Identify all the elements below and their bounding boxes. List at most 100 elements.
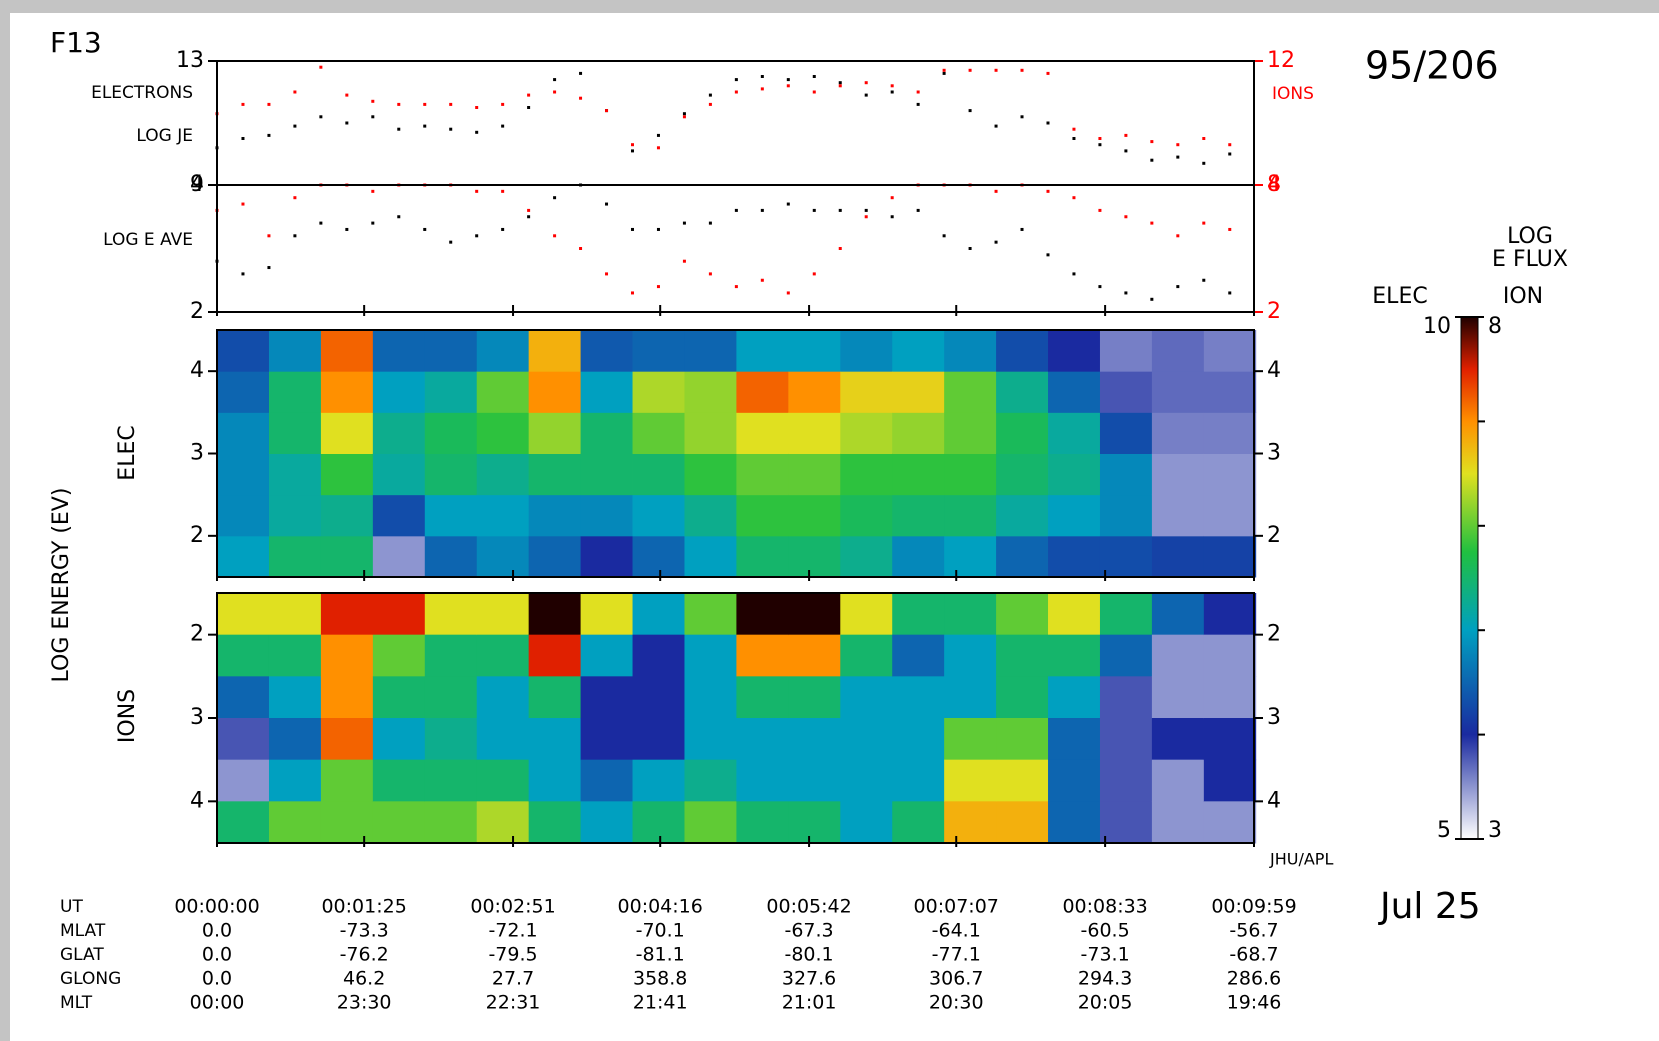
heatmap-cell [892, 718, 945, 761]
data-point [423, 124, 427, 128]
heatmap-cell [684, 535, 737, 578]
heatmap-cell [840, 801, 893, 844]
heatmap-cell [632, 759, 685, 802]
data-point [812, 90, 816, 94]
heatmap-cell [1151, 412, 1205, 454]
ephemeris-value: 0.0 [202, 968, 232, 990]
heatmap-cell [944, 412, 997, 454]
heatmap-cell [1203, 371, 1257, 413]
heatmap-cell [1099, 593, 1153, 636]
heatmap-cell [217, 593, 270, 636]
heatmap-cell [372, 453, 426, 496]
heatmap-cell [268, 759, 322, 802]
data-point [916, 90, 920, 94]
panel-frame [216, 592, 1255, 844]
ephemeris-value: 21:41 [633, 992, 688, 1014]
data-point [579, 71, 583, 75]
heatmap-cell [892, 676, 945, 719]
heatmap-cell [892, 593, 945, 636]
heatmap-cell [424, 676, 478, 719]
heatmap-cell [944, 676, 997, 719]
heatmap-cell [268, 593, 322, 636]
tick-label: 3 [1267, 705, 1281, 730]
heatmap-cell [268, 634, 322, 677]
heatmap-cell [580, 535, 633, 578]
data-point [1020, 68, 1024, 72]
data-point [786, 78, 790, 82]
heatmap-cell [476, 593, 530, 636]
data-point [1098, 208, 1102, 212]
data-point [734, 208, 738, 212]
ephemeris-row-label: MLAT [60, 921, 106, 941]
data-point [423, 102, 427, 106]
data-point [1124, 215, 1128, 219]
data-point [994, 124, 998, 128]
tick-label: 3 [190, 705, 204, 730]
ephemeris-value: -73.3 [340, 920, 389, 942]
heatmap-cell [840, 371, 893, 413]
data-point [267, 102, 271, 106]
data-point [786, 202, 790, 206]
heatmap-cell [476, 330, 530, 372]
data-point [890, 90, 894, 94]
heatmap-cell [528, 593, 582, 636]
heatmap-cell [580, 371, 633, 413]
heatmap-cell [1151, 801, 1205, 844]
heatmap-cell [1048, 371, 1101, 413]
heatmap-cell [944, 801, 997, 844]
data-point [994, 189, 998, 193]
heatmap-cell [580, 759, 633, 802]
heatmap-cell [736, 330, 789, 372]
ephemeris-value: 286.6 [1227, 968, 1281, 990]
heatmap-cell [840, 718, 893, 761]
data-point [501, 124, 505, 128]
data-point [1124, 149, 1128, 153]
data-point [1176, 285, 1180, 289]
heatmap-cell [736, 759, 789, 802]
heatmap-cell [268, 371, 322, 413]
data-point [942, 234, 946, 238]
data-point [371, 189, 375, 193]
heatmap-cell [1048, 634, 1101, 677]
ephemeris-value: 00:04:16 [618, 896, 703, 918]
heatmap-cell [528, 759, 582, 802]
heatmap-cell [632, 801, 685, 844]
heatmap-cell [528, 634, 582, 677]
heatmap-cell [320, 759, 374, 802]
heatmap-cell [1099, 718, 1153, 761]
heatmap-cell [217, 801, 270, 844]
ephemeris-value: 294.3 [1078, 968, 1132, 990]
heatmap-cell [944, 759, 997, 802]
data-point [890, 84, 894, 88]
data-point [1202, 161, 1206, 165]
heatmap-cell [424, 494, 478, 537]
heatmap-cell [1048, 676, 1101, 719]
heatmap-cell [372, 494, 426, 537]
data-point [838, 81, 842, 85]
data-point [319, 115, 323, 119]
data-point [501, 102, 505, 106]
heatmap-cell [632, 634, 685, 677]
data-point [994, 240, 998, 244]
heatmap-cell [372, 759, 426, 802]
heatmap-cell [424, 801, 478, 844]
heatmap-cell [1099, 371, 1153, 413]
data-point [449, 240, 453, 244]
tick-label: 2 [1267, 299, 1281, 324]
data-point [371, 99, 375, 103]
heatmap-cell [1048, 718, 1101, 761]
data-point [1072, 127, 1076, 131]
heatmap-cell [476, 676, 530, 719]
data-point [241, 202, 245, 206]
ephemeris-row-label: GLAT [60, 945, 104, 965]
heatmap-cell [528, 535, 582, 578]
heatmap-cell [840, 535, 893, 578]
y-axis-label: ELECTRONS [91, 83, 193, 103]
data-point [1072, 196, 1076, 200]
heatmap-cell [217, 718, 270, 761]
data-point [812, 272, 816, 276]
heatmap-cell [1048, 453, 1101, 496]
date-code: 95/206 [1365, 44, 1499, 88]
heatmap-cell [580, 593, 633, 636]
data-point [1098, 285, 1102, 289]
